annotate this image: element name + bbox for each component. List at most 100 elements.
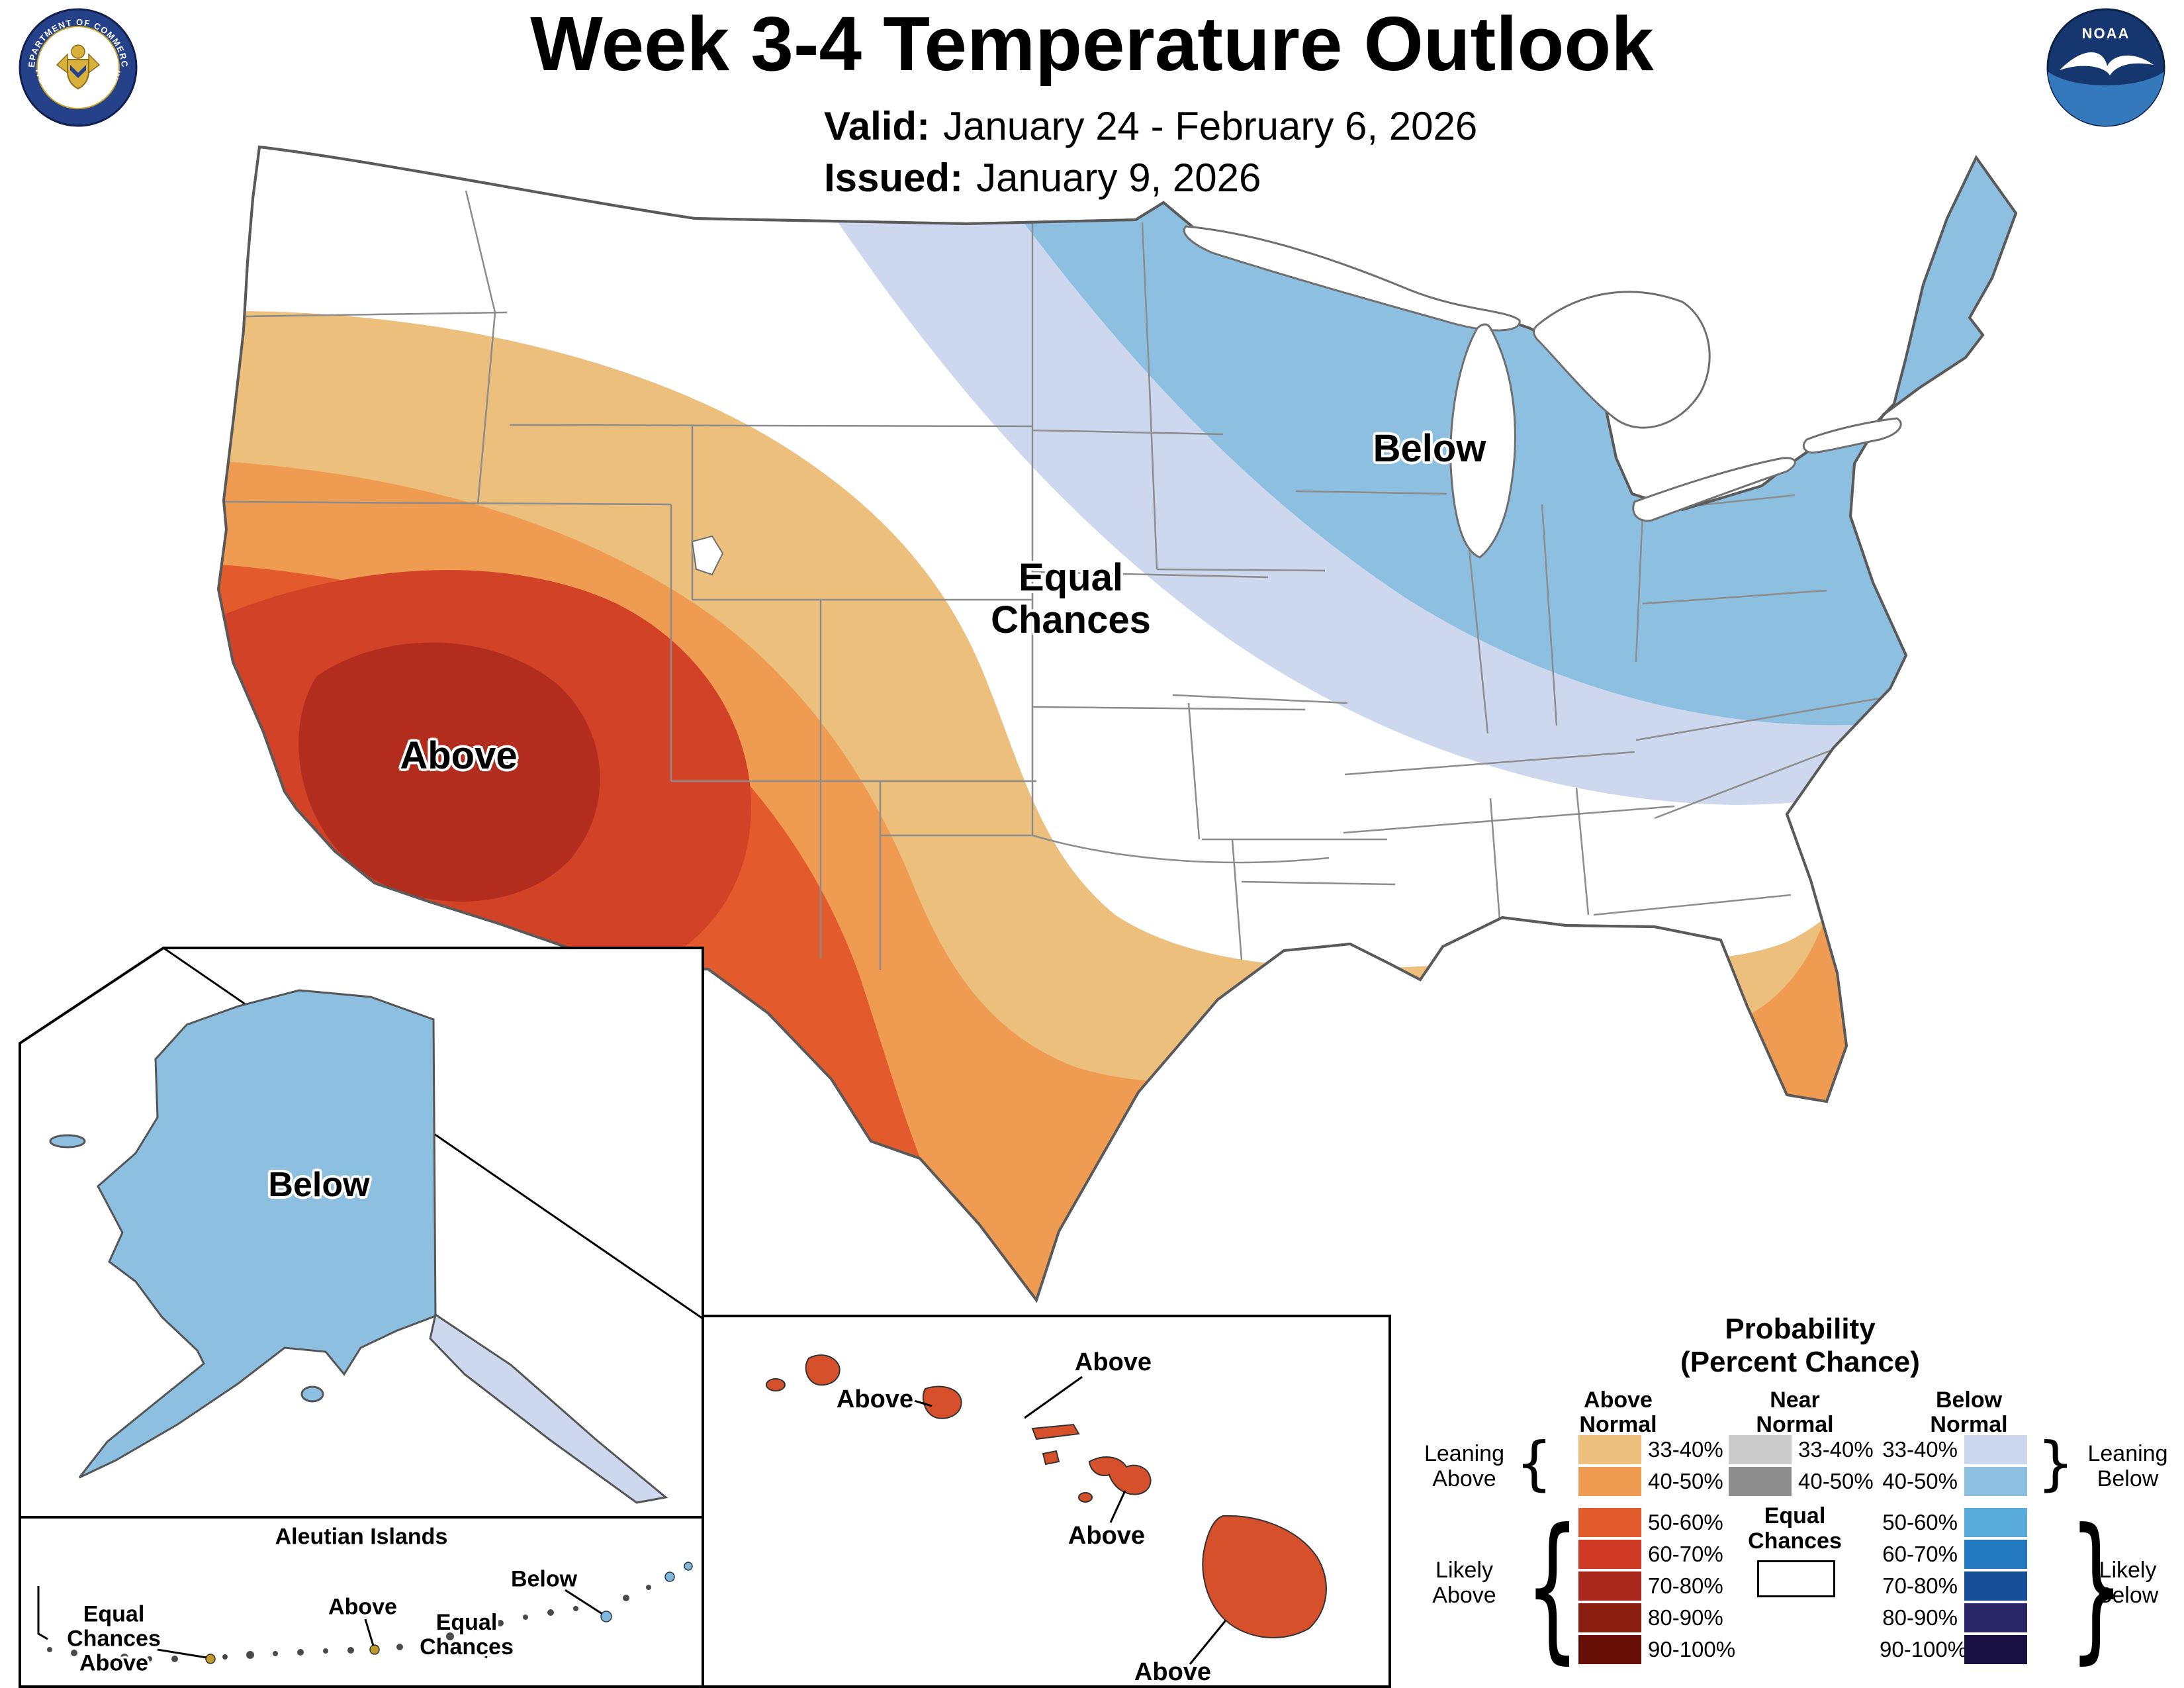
oahu-island [922, 1385, 962, 1419]
legend-row: 60-70% [1880, 1540, 2027, 1569]
lake-erie [1632, 457, 1796, 522]
legend-below-rows: 33-40% 40-50% 50-60% 60-70% 70-80% 80-90… [1880, 1435, 2027, 1667]
aleutian-gold-island-2 [369, 1644, 380, 1655]
issued-line: Issued: January 9, 2026 [824, 152, 1477, 204]
legend: Probability (Percent Chance) Above Normal… [1416, 1307, 2184, 1688]
legend-above-normal-header: Above Normal [1579, 1387, 1657, 1437]
valid-issued-block: Valid: January 24 - February 6, 2026 Issu… [824, 101, 1477, 204]
legend-row: 40-50% [1578, 1467, 1735, 1496]
legend-row: 40-50% [1880, 1467, 2027, 1496]
lake-huron [1533, 291, 1711, 429]
legend-row: 50-60% [1578, 1508, 1735, 1537]
aleutian-blue-island-3 [684, 1562, 693, 1571]
legend-row: 80-90% [1578, 1603, 1735, 1632]
legend-swatch [1729, 1435, 1792, 1464]
legend-row: 80-90% [1880, 1603, 2027, 1632]
leaning-above-brace: { [1516, 1429, 1553, 1497]
molokai-island [1031, 1423, 1080, 1440]
hawaii-above-label-3: Above [1068, 1522, 1146, 1550]
valid-value: January 24 - February 6, 2026 [943, 104, 1478, 148]
legend-equal-chances-label: Equal Chances [1748, 1503, 1842, 1554]
noaa-logo-ocean [2048, 71, 2164, 126]
legend-row: 33-40% [1729, 1435, 1874, 1464]
legend-swatch [1578, 1635, 1641, 1664]
hawaii-islands [766, 1354, 1327, 1638]
aleutian-below-label: Below [510, 1566, 578, 1592]
legend-swatch [1964, 1467, 2027, 1496]
legend-swatch [1578, 1540, 1641, 1569]
legend-row: 70-80% [1880, 1571, 2027, 1601]
valid-line: Valid: January 24 - February 6, 2026 [824, 101, 1477, 152]
aleutian-blue-island-2 [664, 1571, 675, 1582]
kahoolawe-island [1078, 1492, 1093, 1503]
aleutian-equal-chances-above-label: Equal Chances Above [67, 1601, 161, 1676]
leaning-above-label: Leaning Above [1424, 1441, 1504, 1491]
lanai-island [1042, 1450, 1060, 1466]
legend-row: 50-60% [1880, 1508, 2027, 1537]
hawaii-above-label-1: Above [1074, 1348, 1152, 1376]
likely-above-brace: { [1525, 1495, 1580, 1679]
likely-above-label: Likely Above [1432, 1558, 1496, 1608]
legend-swatch [1578, 1603, 1641, 1632]
legend-swatch [1578, 1467, 1641, 1496]
alaska-mainland [78, 989, 437, 1479]
legend-swatch [1964, 1603, 2027, 1632]
aleutian-west-hook [37, 1586, 48, 1640]
legend-row: 33-40% [1880, 1435, 2027, 1464]
legend-row: 40-50% [1729, 1467, 1874, 1496]
aleutian-chain [47, 1585, 651, 1662]
alaska-below-label: Below [268, 1166, 370, 1204]
legend-swatch [1964, 1571, 2027, 1601]
alaska-panhandle [429, 1313, 668, 1504]
noaa-logo-text: NOAA [2082, 25, 2130, 42]
legend-swatch [1578, 1508, 1641, 1537]
issued-value: January 9, 2026 [976, 156, 1261, 200]
leaning-below-brace: } [2037, 1429, 2074, 1497]
st-lawrence-island [49, 1134, 86, 1149]
hawaii-above-label-4: Above [1134, 1658, 1212, 1686]
legend-below-normal-header: Below Normal [1930, 1387, 2008, 1437]
likely-below-brace: } [2069, 1495, 2124, 1679]
legend-swatch [1964, 1540, 2027, 1569]
noaa-logo: NOAA [2046, 8, 2165, 127]
legend-row: 60-70% [1578, 1540, 1735, 1569]
valid-label: Valid: [824, 104, 931, 148]
kauai-island [805, 1354, 841, 1386]
legend-row: 70-80% [1578, 1571, 1735, 1601]
aleutian-islands-title: Aleutian Islands [275, 1524, 448, 1550]
state-borders [223, 190, 1892, 970]
aleutian-blue-island-1 [600, 1611, 612, 1622]
noaa-gull-icon [2060, 52, 2154, 75]
aleutian-gold-island-1 [205, 1654, 216, 1664]
kodiak-island [300, 1385, 324, 1403]
legend-title: Probability (Percent Chance) [1680, 1313, 1920, 1378]
great-lakes [691, 225, 1902, 576]
great-salt-lake [691, 535, 724, 576]
legend-swatch [1729, 1467, 1792, 1496]
lake-superior [1183, 225, 1521, 332]
maui-island [1088, 1456, 1152, 1495]
doc-seal-eagle [56, 44, 101, 90]
likely-below-label: Likely Below [2097, 1558, 2159, 1608]
leaning-below-label: Leaning Below [2087, 1441, 2168, 1491]
legend-near-rows: 33-40% 40-50% [1729, 1435, 1874, 1499]
legend-swatch [1578, 1435, 1641, 1464]
legend-row: 90-100% [1880, 1635, 2027, 1664]
legend-near-normal-header: Near Normal [1756, 1387, 1834, 1437]
niihau-island [766, 1378, 786, 1391]
big-island [1202, 1515, 1327, 1638]
lake-michigan [1449, 323, 1516, 559]
legend-swatch [1964, 1435, 2027, 1464]
page-title: Week 3-4 Temperature Outlook [530, 1, 1654, 87]
conus-below-label: Below [1373, 427, 1486, 470]
above-band-70-80 [298, 642, 600, 902]
aleutian-above-label: Above [328, 1594, 397, 1620]
legend-row: 90-100% [1578, 1635, 1735, 1664]
aleutian-equal-chances-label: Equal Chances [420, 1610, 514, 1660]
legend-swatch [1964, 1635, 2027, 1664]
conus-above-label: Above [400, 734, 518, 777]
legend-swatch [1964, 1508, 2027, 1537]
legend-swatch [1578, 1571, 1641, 1601]
conus-equal-chances-label: Equal Chances [991, 556, 1151, 641]
